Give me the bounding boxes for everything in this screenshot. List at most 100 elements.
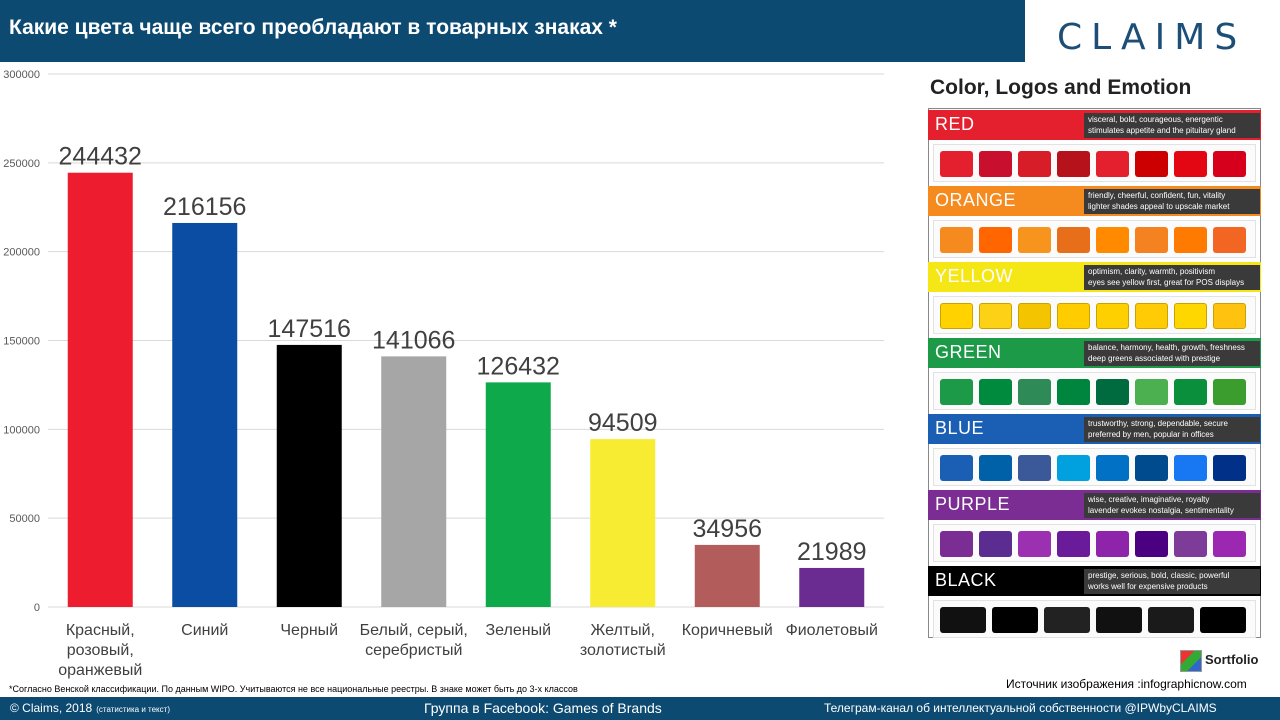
color-band: BLUE trustworthy, strong, dependable, sec… — [928, 414, 1261, 444]
bar-chart: 0 50000 100000 150000 200000 250000 300000 2444… — [3, 69, 884, 679]
footer-facebook-group: Группа в Facebook: Games of Brands — [424, 700, 662, 716]
brand-logo-icon — [1213, 455, 1246, 481]
brand-logos-strip — [933, 296, 1256, 334]
data-label: 94509 — [588, 409, 658, 437]
color-description: wise, creative, imaginative, royalty lave… — [1084, 493, 1260, 518]
infographic-row-orange: ORANGE friendly, cheerful, confident, fun… — [928, 186, 1261, 262]
bar — [381, 356, 447, 607]
brand-logo-icon — [1096, 227, 1129, 253]
footer-bar: © Claims, 2018 (статистика и текст) Групп… — [0, 697, 1280, 720]
brand-logo-icon — [1135, 303, 1168, 329]
brand-logo-icon — [1096, 303, 1129, 329]
brand-logo-icon — [1096, 607, 1142, 633]
data-label: 244432 — [59, 143, 142, 171]
brand-logo-icon — [1018, 379, 1051, 405]
data-label: 21989 — [797, 538, 867, 566]
brand-logo-icon — [1213, 379, 1246, 405]
y-tick-label: 200000 — [3, 247, 40, 259]
color-logos-infographic: Color, Logos and Emotion RED visceral, bo… — [928, 76, 1264, 676]
color-description-line: preferred by men, popular in offices — [1088, 430, 1214, 439]
data-label: 147516 — [268, 315, 351, 343]
brand-logo-icon — [1174, 227, 1207, 253]
brand-logo-icon — [979, 455, 1012, 481]
brand-logo-icon — [1096, 455, 1129, 481]
x-category-label: Красный, — [66, 622, 135, 639]
image-source: Источник изображения :infographicnow.com — [1006, 677, 1247, 691]
brand-logo-icon — [940, 227, 973, 253]
brand-logo-icon — [979, 531, 1012, 557]
brand-logo-icon — [1096, 151, 1129, 177]
color-description-line: lighter shades appeal to upscale market — [1088, 202, 1230, 211]
bar — [67, 172, 133, 607]
header-bar: Какие цвета чаще всего преобладают в тов… — [0, 0, 1025, 62]
brand-logo-icon — [1057, 531, 1090, 557]
brand-logos-strip — [933, 144, 1256, 182]
color-band: BLACK prestige, serious, bold, classic, p… — [928, 566, 1261, 596]
brand-logo-icon — [1096, 531, 1129, 557]
brand-logo-icon — [940, 531, 973, 557]
x-category-label: оранжевый — [58, 662, 142, 679]
data-label: 141066 — [372, 326, 455, 354]
brand-logo-icon — [1174, 379, 1207, 405]
brand-logo-icon — [1044, 607, 1090, 633]
brand-logo-icon — [1018, 455, 1051, 481]
color-description-line: optimism, clarity, warmth, positivism — [1088, 267, 1215, 276]
x-category-label: Синий — [181, 622, 228, 639]
brand-logo-icon — [1213, 531, 1246, 557]
color-description: prestige, serious, bold, classic, powerf… — [1084, 569, 1260, 594]
color-name: RED — [935, 114, 975, 134]
color-description-line: works well for expensive products — [1088, 582, 1208, 591]
brand-logo-icon — [1135, 151, 1168, 177]
brand-logo-icon — [1018, 531, 1051, 557]
brand-logos-strip — [933, 448, 1256, 486]
y-tick-label: 150000 — [3, 336, 40, 348]
bar — [694, 544, 760, 607]
color-band: RED visceral, bold, courageous, energenti… — [928, 110, 1261, 140]
brand-logo-icon — [979, 151, 1012, 177]
brand-logo-icon — [940, 303, 973, 329]
infographic-row-red: RED visceral, bold, courageous, energenti… — [928, 110, 1261, 186]
slide-title: Какие цвета чаще всего преобладают в тов… — [9, 16, 617, 39]
data-label: 216156 — [163, 193, 246, 221]
color-description-line: deep greens associated with prestige — [1088, 354, 1221, 363]
infographic-row-black: BLACK prestige, serious, bold, classic, p… — [928, 566, 1261, 642]
infographic-title: Color, Logos and Emotion — [930, 76, 1192, 99]
bar — [799, 567, 865, 607]
footer-copyright-text: © Claims, 2018 — [10, 701, 93, 715]
color-description-line: lavender evokes nostalgia, sentimentalit… — [1088, 506, 1234, 515]
x-category-label: Белый, серый, — [360, 622, 468, 639]
x-category-label: серебристый — [365, 642, 462, 659]
brand-logo-icon — [979, 227, 1012, 253]
x-category-label: Черный — [280, 622, 338, 639]
brand-logo-icon — [979, 379, 1012, 405]
brand-logo-icon — [1135, 455, 1168, 481]
brand-logo-icon — [1135, 531, 1168, 557]
brand-logo-icon — [1213, 151, 1246, 177]
brand-logos-strip — [933, 220, 1256, 258]
x-category-label: золотистый — [580, 642, 666, 659]
infographic-row-yellow: YELLOW optimism, clarity, warmth, positiv… — [928, 262, 1261, 338]
bar — [485, 382, 551, 607]
brand-logo-icon — [1213, 303, 1246, 329]
color-description-line: eyes see yellow first, great for POS dis… — [1088, 278, 1245, 287]
brand-logo-icon — [1148, 607, 1194, 633]
y-tick-label: 300000 — [3, 69, 40, 81]
brand-logos-strip — [933, 600, 1256, 638]
color-name: GREEN — [935, 342, 1002, 362]
color-band: ORANGE friendly, cheerful, confident, fun… — [928, 186, 1261, 216]
brand-logo-icon — [1174, 303, 1207, 329]
bar — [172, 222, 238, 608]
color-description-line: friendly, cheerful, confident, fun, vita… — [1088, 191, 1226, 200]
footer-copyright: © Claims, 2018 (статистика и текст) — [10, 701, 170, 715]
color-description-line: balance, harmony, health, growth, freshn… — [1088, 343, 1245, 352]
y-tick-label: 50000 — [9, 513, 40, 525]
infographic-row-blue: BLUE trustworthy, strong, dependable, sec… — [928, 414, 1261, 490]
brand-logo-icon — [1018, 303, 1051, 329]
brand-logo-icon — [1018, 151, 1051, 177]
brand-logo-icon — [1057, 303, 1090, 329]
color-band: YELLOW optimism, clarity, warmth, positiv… — [928, 262, 1261, 292]
brand-logo-icon — [940, 607, 986, 633]
brand-logo-icon — [940, 151, 973, 177]
footnote: *Согласно Венской классификации. По данн… — [9, 684, 578, 694]
color-band: GREEN balance, harmony, health, growth, f… — [928, 338, 1261, 368]
